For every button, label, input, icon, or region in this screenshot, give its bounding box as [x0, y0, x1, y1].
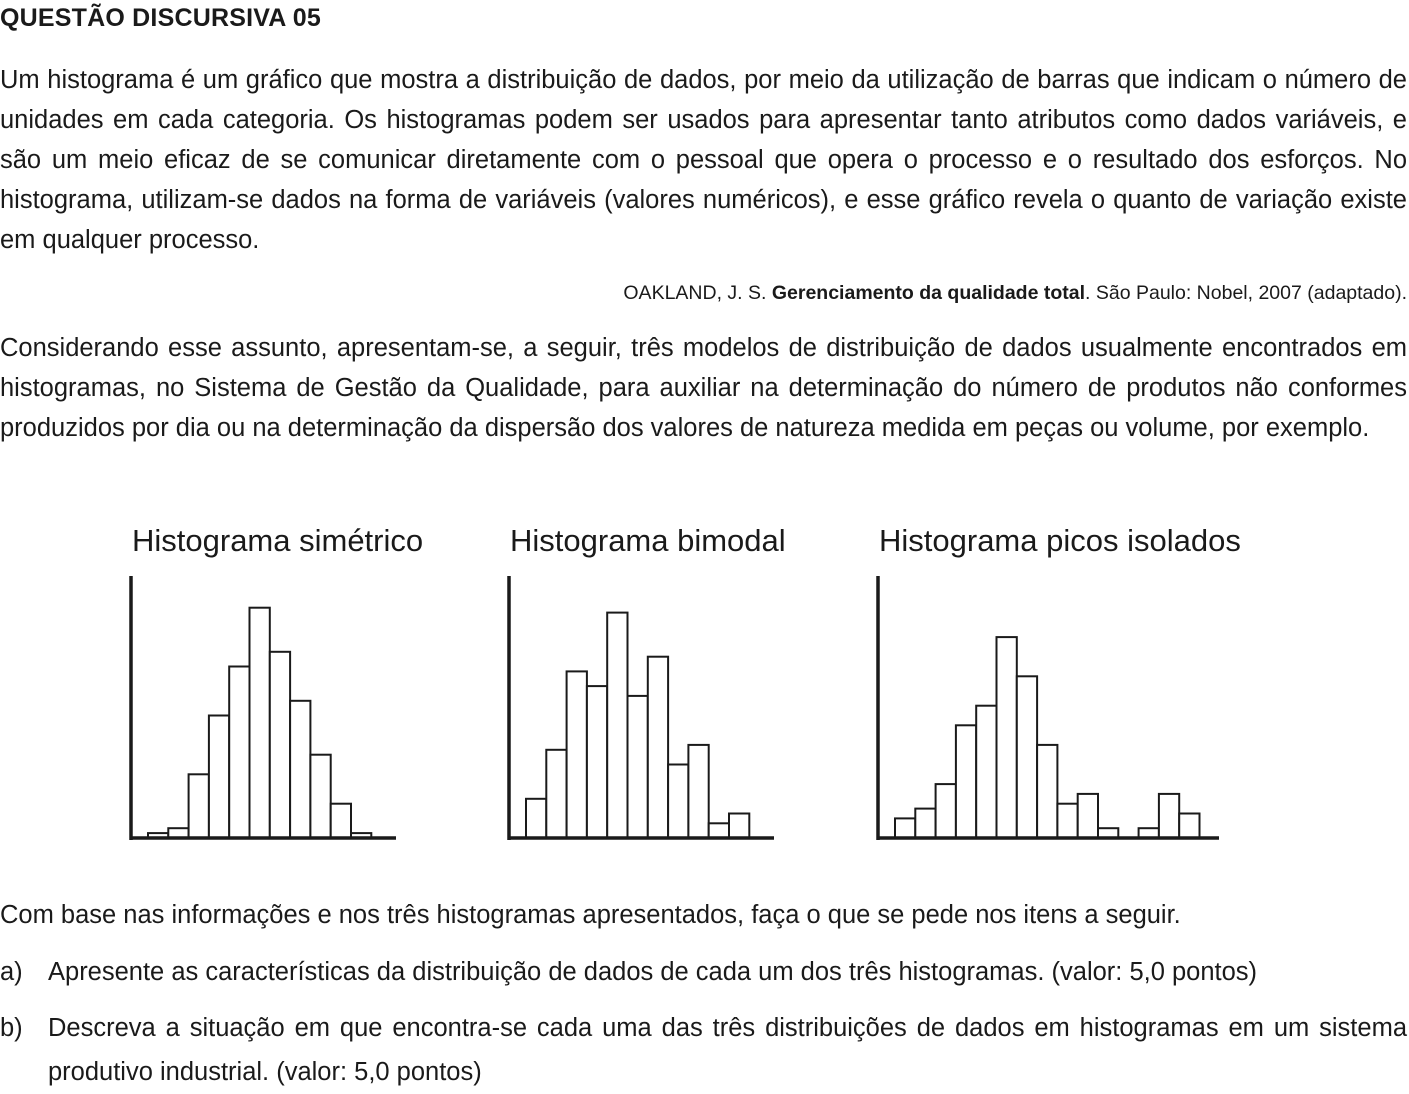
histogram-bar [934, 783, 957, 840]
citation: OAKLAND, J. S. Gerenciamento da qualidad… [623, 282, 1407, 305]
histogram-bar [975, 704, 998, 839]
histogram-bar [646, 655, 670, 839]
histogram-bar [667, 763, 690, 839]
histogram-bar [248, 606, 271, 840]
item-a-letter: a) [0, 958, 23, 986]
histogram-bar [687, 743, 710, 839]
histogram-isolated-peaks [876, 576, 1219, 840]
histogram-symmetric [129, 576, 396, 840]
histogram-bimodal [507, 576, 774, 840]
histogram-bar [894, 817, 917, 839]
citation-details: . São Paulo: Nobel, 2007 (adaptado). [1085, 282, 1407, 304]
histogram-bar [606, 611, 629, 839]
histogram-bar [995, 636, 1018, 839]
histogram-bar [954, 724, 978, 839]
histogram-bar [1178, 812, 1201, 839]
histogram-bar [1036, 743, 1059, 839]
histogram-bar [309, 753, 332, 839]
histogram-bar [728, 812, 751, 839]
histogram-bar [289, 699, 312, 839]
histogram-bar [545, 748, 568, 839]
context-paragraph: Considerando esse assunto, apresentam-se… [0, 334, 1407, 442]
histogram-bar [187, 773, 210, 840]
chart-title-symmetric: Histograma simétrico [132, 523, 424, 558]
histogram-bar [1056, 802, 1079, 839]
histogram-bar [914, 807, 937, 840]
chart-title-bimodal: Histograma bimodal [510, 523, 786, 558]
intro-paragraph: Um histograma é um gráfico que mostra a … [0, 66, 1407, 254]
histogram-figures: Histograma simétrico Histograma bimodal … [0, 515, 1409, 855]
histogram-bar [525, 797, 548, 840]
histogram-bar [329, 802, 352, 839]
histogram-bar [1076, 792, 1099, 839]
chart-title-isolated-peaks: Histograma picos isolados [879, 523, 1241, 558]
histogram-bar [1157, 792, 1181, 839]
histogram-bar [207, 714, 231, 839]
histogram-bar [228, 665, 251, 839]
citation-author: OAKLAND, J. S. [623, 282, 767, 304]
item-b-letter: b) [0, 1014, 23, 1042]
instruction-text: Com base nas informações e nos três hist… [0, 901, 1181, 929]
histogram-bar [585, 685, 609, 839]
histogram-bar [1015, 675, 1039, 839]
citation-work: Gerenciamento da qualidade total [771, 282, 1086, 304]
histogram-bar [565, 670, 588, 840]
histogram-bar [268, 650, 292, 839]
item-b-text: Descreva a situação em que encontra-se c… [48, 1014, 1407, 1086]
histogram-bar [707, 822, 730, 840]
item-a-text: Apresente as características da distribu… [48, 958, 1258, 986]
question-title: QUESTÃO DISCURSIVA 05 [0, 4, 321, 32]
histogram-bar [626, 694, 649, 840]
